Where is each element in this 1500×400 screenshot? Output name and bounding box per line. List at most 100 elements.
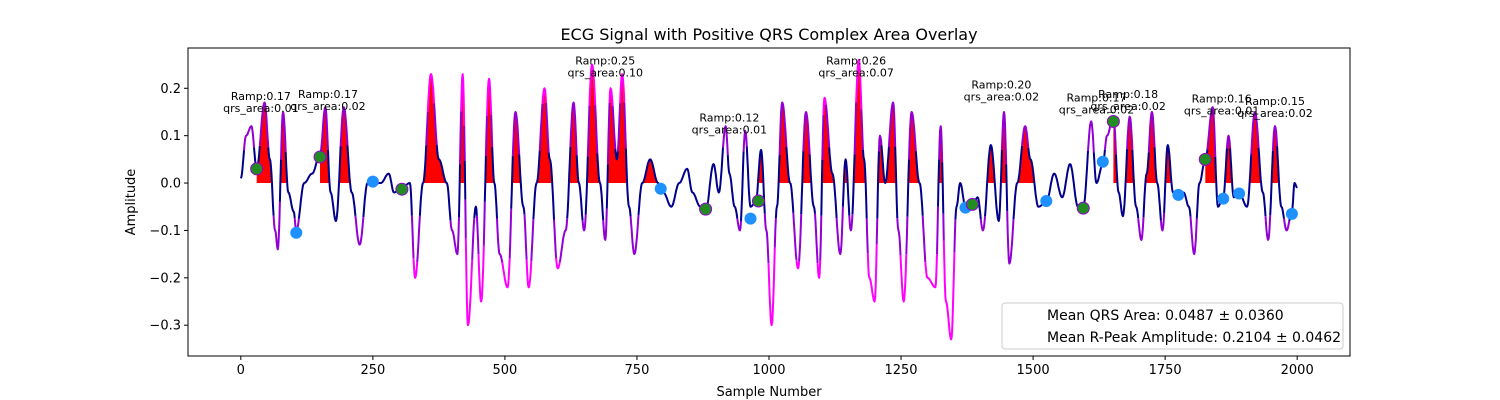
ecg-signal-segment-124 <box>896 218 902 256</box>
ecg-signal-segment-166 <box>1250 111 1260 155</box>
ecg-signal-segment-53 <box>532 150 541 220</box>
legend-box <box>1001 302 1344 350</box>
r-peak-marker-8 <box>1106 114 1120 128</box>
ecg-signal-segment-127 <box>906 159 910 217</box>
ecg-signal-segment-72 <box>606 102 611 165</box>
ecg-signal-segment-92 <box>778 101 788 155</box>
ecg-signal-segment-107 <box>828 147 838 219</box>
ecg-signal-segment-30 <box>463 125 466 161</box>
ecg-signal-segment-156 <box>1147 111 1156 153</box>
ecg-signal-segment-61 <box>566 146 572 219</box>
ecg-signal-segment-35 <box>473 205 478 219</box>
ecg-signal-segment-93 <box>785 146 795 213</box>
ecg-signal-segment-85 <box>740 151 745 221</box>
ecg-signal-segment-4 <box>258 101 270 148</box>
ecg-signal-segment-171 <box>1276 146 1285 219</box>
ecg-signal-segment-48 <box>511 111 521 156</box>
legend-entry-qrs-area: Mean QRS Area: 0.0487 ± 0.0360 <box>1047 308 1284 324</box>
peak-annotation-9-line-1: Ramp:0.16 <box>1192 92 1252 105</box>
ecg-signal-segment-51 <box>525 259 533 289</box>
ecg-signal-segment-79 <box>624 148 632 217</box>
x-tick-label-750: 750 <box>625 363 650 378</box>
peak-annotation-2-line-1: Ramp:0.17 <box>298 88 358 101</box>
ecg-signal-segment-5 <box>267 147 275 216</box>
ecg-signal-segment-164 <box>1225 134 1232 149</box>
ecg-signal-segment-130 <box>921 215 927 263</box>
r-peak-marker-3 <box>395 182 409 196</box>
y-tick-label-2: −0.1 <box>149 224 181 239</box>
peak-annotation-3-line-2: qrs_area:0.10 <box>568 67 643 80</box>
ecg-signal-segment-117 <box>866 244 878 303</box>
ecg-signal-segment-88 <box>763 213 770 264</box>
s-point-marker-4 <box>744 212 757 225</box>
ecg-signal-segment-125 <box>899 254 908 303</box>
ecg-signal-segment-38 <box>482 201 486 246</box>
ecg-signal-segment-109 <box>841 158 851 216</box>
s-point-marker-7 <box>1096 155 1109 168</box>
ecg-signal-segment-45 <box>501 258 511 289</box>
x-tick-label-0: 0 <box>237 363 245 378</box>
ecg-signal-segment-121 <box>880 145 890 184</box>
x-axis-title: Sample Number <box>716 385 822 400</box>
peak-annotation-10-line-1: Ramp:0.15 <box>1245 95 1305 108</box>
ecg-signal-segment-60 <box>558 218 569 263</box>
ecg-signal-segment-15 <box>346 145 357 216</box>
ecg-signal-segment-119 <box>876 151 880 219</box>
ecg-signal-segment-84 <box>736 218 742 232</box>
qrs-area-region-3 <box>401 64 661 183</box>
s-point-marker-1 <box>290 226 303 239</box>
ecg-signal-segment-14 <box>339 106 349 147</box>
ecg-signal-segment-19 <box>412 258 419 279</box>
ecg-signal-segment-122 <box>887 101 897 148</box>
ecg-signal-segment-144 <box>1006 211 1015 265</box>
ecg-signal-segment-27 <box>458 164 461 218</box>
peak-annotation-5-line-2: qrs_area:0.07 <box>818 67 893 80</box>
ecg-signal-segment-134 <box>938 125 944 163</box>
ecg-signal-segment-138 <box>953 219 957 253</box>
ecg-signal-segment-155 <box>1142 152 1150 218</box>
ecg-signal-segment-157 <box>1153 147 1162 221</box>
peak-annotation-10-line-2: qrs_area:0.02 <box>1237 107 1312 120</box>
ecg-signal-segment-167 <box>1257 147 1267 217</box>
r-peak-marker-6 <box>965 197 979 211</box>
ecg-signal-segment-20 <box>416 215 421 263</box>
y-tick-label-0: −0.3 <box>149 319 181 334</box>
ecg-signal-segment-80 <box>629 214 640 256</box>
x-tick-label-1000: 1000 <box>752 363 785 378</box>
ecg-signal-segment-97 <box>800 151 805 215</box>
peak-annotation-7-line-2: qrs_area:0.02 <box>1059 104 1134 117</box>
y-axis-ticks: −0.3 −0.2 −0.1 0.0 0.1 0.2 <box>149 82 188 334</box>
ecg-signal-segment-94 <box>792 212 798 261</box>
ecg-signal-segment-63 <box>575 155 584 221</box>
ecg-signal-segment-25 <box>435 145 452 221</box>
ecg-signal-segment-108 <box>835 206 844 256</box>
ecg-signal-segment-91 <box>774 154 781 219</box>
ecg-signal-segment-146 <box>1021 125 1030 148</box>
ecg-signal-segment-110 <box>848 214 854 232</box>
ecg-signal-segment-131 <box>924 254 938 289</box>
qrs-area-region-2 <box>320 107 373 183</box>
ecg-signal-segment-33 <box>464 238 474 327</box>
ecg-signal-segment-113 <box>855 58 863 110</box>
peak-annotation-7-line-1: Ramp:0.17 <box>1066 92 1126 105</box>
ecg-signal-segment-106 <box>825 104 831 148</box>
ecg-signal-segment-169 <box>1269 150 1274 216</box>
ecg-signal-segment-46 <box>508 208 513 259</box>
ecg-signal-segment-78 <box>623 102 627 149</box>
y-tick-label-3: 0.0 <box>160 177 181 192</box>
peak-annotation-3-line-1: Ramp:0.25 <box>575 55 635 68</box>
peak-annotation-6-line-1: Ramp:0.20 <box>971 78 1031 91</box>
ecg-signal-segment-123 <box>894 146 899 219</box>
ecg-signal-segment-18 <box>410 215 415 259</box>
ecg-signal-segment-103 <box>820 159 824 216</box>
ecg-signal-segment-126 <box>905 216 909 255</box>
ecg-signal-segment-111 <box>851 154 856 215</box>
peak-annotation-2-line-2: qrs_area:0.02 <box>290 100 365 113</box>
x-tick-label-2000: 2000 <box>1281 363 1314 378</box>
ecg-signal-segment-69 <box>596 153 605 221</box>
ecg-signal-segment-29 <box>460 73 466 126</box>
ecg-signal-segment-143 <box>1005 164 1009 212</box>
legend-entry-r-peak: Mean R-Peak Amplitude: 0.2104 ± 0.0462 <box>1047 330 1341 346</box>
ecg-signal-layer <box>239 58 1298 341</box>
legend: Mean QRS Area: 0.0487 ± 0.0360 Mean R-Pe… <box>1001 302 1344 350</box>
